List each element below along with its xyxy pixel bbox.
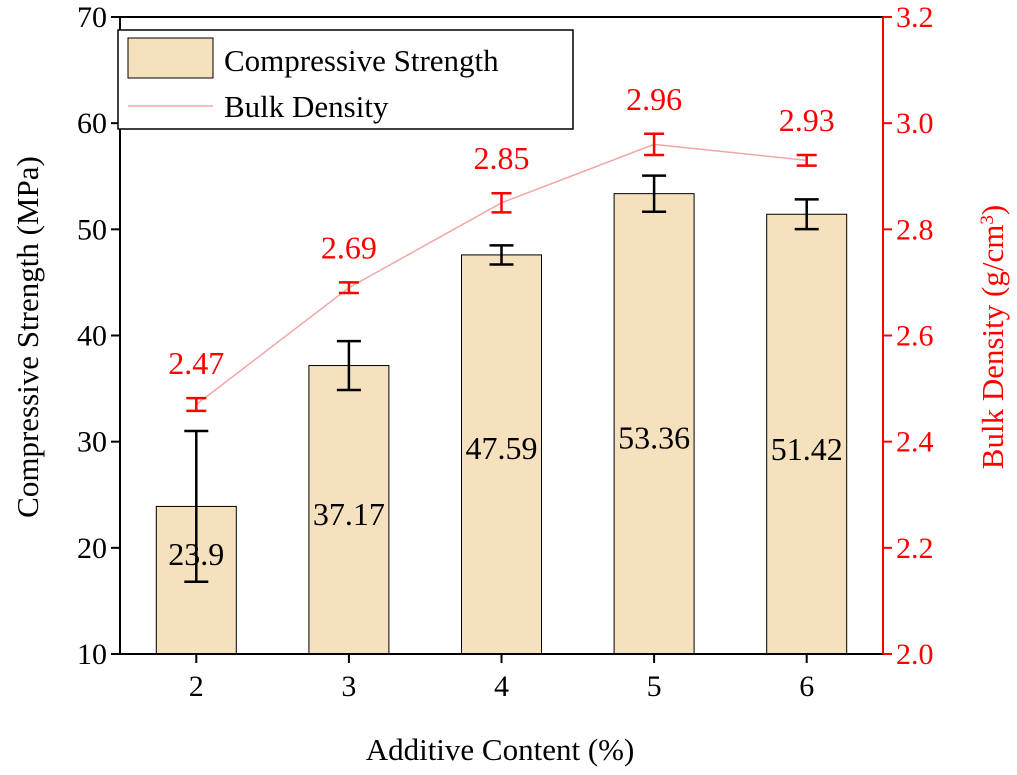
y-right-tick-label: 2.2 [896, 532, 934, 565]
y-right-tick-label: 2.0 [896, 638, 934, 671]
y-left-tick-label: 40 [77, 320, 107, 353]
y-left-tick-label: 20 [77, 532, 107, 565]
y-right-axis-title-prefix: Bulk Density (g/cm [975, 225, 1010, 470]
y-left-tick-label: 70 [77, 1, 107, 34]
bar-value-label: 51.42 [771, 431, 843, 467]
y-left-tick-label: 50 [77, 213, 107, 246]
y-left-tick-label: 60 [77, 107, 107, 140]
x-tick-label: 4 [494, 670, 509, 703]
bar-value-label: 23.9 [168, 536, 224, 572]
legend-swatch-compressive-strength [127, 37, 214, 79]
axes-layer: 10 20 30 40 50 60 70 2.0 2.2 2.4 2.6 2.8 3.0 3.2 2 3 4 5 6 [77, 1, 934, 703]
y-left-axis-title: Compressive Strength (MPa) [10, 156, 45, 518]
bar-value-label: 37.17 [313, 496, 385, 532]
y-right-axis-title: Bulk Density (g/cm3) [975, 205, 1010, 469]
bar-value-label: 53.36 [618, 419, 690, 455]
legend: Compressive Strength Bulk Density [117, 29, 574, 130]
bar-value-label: 47.59 [466, 430, 538, 466]
labels-layer: 23.9 37.17 47.59 53.36 51.42 2.47 2.69 2.85 2.96… [168, 81, 842, 572]
legend-label-bulk-density: Bulk Density [224, 89, 389, 124]
y-right-tick-label: 3.2 [896, 1, 934, 34]
y-right-tick-label: 2.8 [896, 213, 934, 246]
density-value-label: 2.47 [168, 345, 224, 381]
y-left-tick-label: 10 [77, 638, 107, 671]
x-axis-title: Additive Content (%) [366, 732, 635, 767]
y-right-tick-label: 2.6 [896, 320, 934, 353]
y-right-tick-label: 3.0 [896, 107, 934, 140]
bar-6 [766, 213, 848, 655]
density-value-label: 2.85 [474, 140, 530, 176]
y-left-tick-label: 30 [77, 426, 107, 459]
x-tick-label: 6 [799, 670, 814, 703]
y-right-axis-title-sup: 3 [977, 215, 998, 225]
density-value-label: 2.96 [626, 81, 682, 117]
x-tick-label: 2 [189, 670, 204, 703]
legend-label-compressive-strength: Compressive Strength [224, 43, 499, 78]
x-tick-label: 5 [647, 670, 662, 703]
y-right-tick-label: 2.4 [896, 426, 934, 459]
density-layer [186, 132, 817, 413]
density-value-label: 2.69 [321, 229, 377, 265]
y-right-axis-title-suffix: ) [975, 205, 1010, 215]
bar-3 [308, 365, 390, 655]
density-value-label: 2.93 [779, 102, 835, 138]
x-tick-label: 3 [341, 670, 356, 703]
bars-layer [155, 174, 848, 655]
